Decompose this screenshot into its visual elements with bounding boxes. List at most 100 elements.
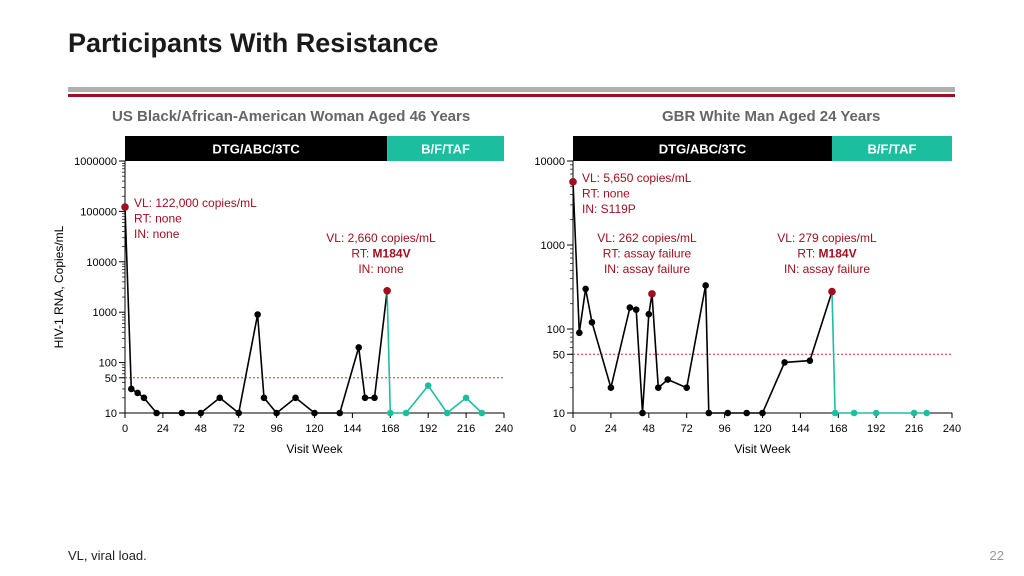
data-point-1-2: [402, 409, 410, 417]
data-point-0-13: [311, 409, 318, 417]
data-point-0-12: [292, 394, 299, 402]
data-point-0-5: [626, 304, 634, 311]
y-tick-label-1: 50: [105, 373, 117, 385]
data-point-0-8: [235, 409, 242, 417]
data-point-0-9: [254, 311, 261, 318]
page-number: 22: [989, 548, 1004, 563]
data-point-0-15: [355, 344, 363, 351]
data-point-0-8: [645, 310, 653, 318]
annotation-prefix: RT:: [351, 247, 372, 261]
annotation-2-line-1: RT: M184V: [797, 247, 856, 261]
series-line-1: [386, 290, 483, 415]
x-tick-label-0: 0: [570, 423, 576, 435]
data-point-1-4: [443, 409, 451, 417]
series-line-1: [831, 291, 927, 414]
annotation-0-line-1: RT: none: [582, 187, 630, 201]
annotation-0-line-0: VL: 5,650 copies/mL: [582, 171, 692, 185]
annotation-1-line-2: IN: assay failure: [604, 262, 690, 276]
data-point-0-14: [705, 409, 713, 417]
annotation-1-line-0: VL: 2,660 copies/mL: [326, 231, 436, 245]
data-point-0-16: [743, 409, 751, 417]
annotation-2-line-0: VL: 279 copies/mL: [777, 231, 877, 245]
annotation-2-line-2: IN: assay failure: [784, 262, 870, 276]
data-point-1-1: [831, 409, 839, 417]
data-point-0-17: [371, 394, 378, 402]
regimen-band-1: [831, 136, 952, 161]
data-point-0-7: [216, 394, 224, 402]
data-point-0-3: [140, 394, 148, 402]
x-tick-label-8: 192: [867, 423, 885, 435]
annotation-1-line-2: IN: none: [358, 262, 404, 276]
annotation-1-line-1: RT: assay failure: [603, 247, 692, 261]
x-tick-label-9: 216: [457, 423, 475, 435]
data-point-0-2: [582, 285, 589, 293]
y-tick-label-3: 1000: [93, 307, 117, 319]
y-tick-label-2: 100: [99, 358, 117, 370]
data-point-0-4: [607, 384, 615, 392]
series-line-0: [572, 181, 833, 414]
x-tick-label-7: 168: [381, 423, 399, 435]
data-point-0-3: [588, 319, 596, 326]
y-tick-label-0: 10: [553, 408, 565, 420]
footnote: VL, viral load.: [68, 548, 147, 563]
x-tick-label-1: 24: [605, 423, 617, 435]
data-point-0-19: [806, 357, 814, 364]
chart-panel-1: DTG/ABC/3TC B/F/TAF 10 50 100 1000 10000 0 24 48 7…: [534, 136, 961, 456]
x-tick-label-5: 120: [305, 423, 323, 435]
data-point-0-18: [781, 359, 788, 366]
x-tick-label-2: 48: [643, 423, 655, 435]
data-point-0-1: [128, 385, 135, 393]
data-point-0-7: [639, 409, 646, 417]
x-tick-label-7: 168: [829, 423, 847, 435]
regimen-band-1: [387, 136, 504, 161]
x-tick-label-1: 24: [157, 423, 169, 435]
left-chart-title: US Black/African-American Woman Aged 46 …: [112, 108, 471, 125]
highlighted-point-0: [569, 178, 577, 186]
y-axis-label: HIV-1 RNA, Copies/mL: [52, 225, 66, 348]
regimen-label-0: DTG/ABC/3TC: [659, 142, 747, 157]
data-point-0-17: [759, 409, 766, 417]
data-point-1-6: [478, 409, 486, 417]
x-tick-label-4: 96: [270, 423, 282, 435]
y-tick-label-1: 50: [553, 349, 565, 361]
data-point-1-4: [910, 409, 918, 417]
data-point-0-1: [576, 329, 583, 337]
x-tick-label-0: 0: [122, 423, 128, 435]
regimen-band-0: [573, 136, 832, 161]
data-point-0-4: [153, 409, 160, 417]
data-point-0-14: [336, 409, 344, 417]
data-point-1-1: [387, 409, 394, 417]
chart-panel-0: DTG/ABC/3TC B/F/TAF 10 50 100 1000 10000 100000…: [52, 136, 513, 456]
annotation-0-line-2: IN: none: [134, 227, 180, 241]
data-point-1-5: [462, 394, 470, 402]
data-point-0-12: [683, 384, 690, 392]
annotation-0-line-2: IN: S119P: [582, 202, 636, 216]
data-point-0-5: [178, 409, 186, 417]
data-point-1-2: [850, 409, 858, 417]
x-tick-label-3: 72: [681, 423, 693, 435]
x-tick-label-10: 240: [495, 423, 513, 435]
data-point-1-3: [424, 382, 432, 389]
regimen-label-1: B/F/TAF: [421, 142, 470, 157]
data-point-0-6: [632, 306, 640, 313]
highlighted-point-2: [828, 287, 836, 296]
header-rule-gray: [68, 87, 955, 92]
right-chart-title: GBR White Man Aged 24 Years: [662, 108, 881, 125]
annotation-1-line-1: RT: M184V: [351, 247, 410, 261]
y-tick-label-3: 1000: [541, 240, 565, 252]
x-axis-label: Visit Week: [286, 442, 343, 456]
y-tick-label-0: 10: [105, 408, 117, 420]
page-title: Participants With Resistance: [68, 28, 439, 58]
x-tick-label-8: 192: [419, 423, 437, 435]
annotation-1-line-0: VL: 262 copies/mL: [597, 231, 697, 245]
regimen-label-0: DTG/ABC/3TC: [212, 142, 300, 157]
y-tick-label-4: 10000: [86, 257, 117, 269]
x-tick-label-10: 240: [943, 423, 961, 435]
data-point-0-13: [702, 282, 709, 289]
x-tick-label-6: 144: [791, 423, 809, 435]
y-tick-label-6: 1000000: [74, 156, 117, 168]
header-rule-red: [68, 94, 955, 97]
highlighted-point-1: [648, 290, 656, 298]
annotation-0-line-1: RT: none: [134, 212, 182, 226]
